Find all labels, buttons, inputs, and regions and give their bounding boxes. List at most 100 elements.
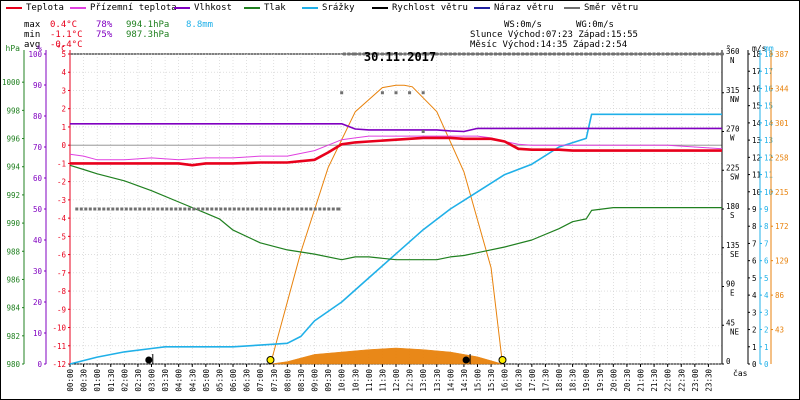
legend-item-humidity: Vlhkost: [174, 2, 232, 14]
wind-direction-point: [342, 52, 346, 56]
x-tick-label: 02:30: [134, 369, 143, 392]
rain_mm-tick-label: 7: [764, 239, 769, 248]
solar-tick-label: 129: [775, 257, 789, 266]
wind_dir_deg-tick-label: 180: [726, 202, 740, 211]
x-tick-label: 03:30: [161, 369, 170, 392]
x-tick-label: 12:00: [392, 369, 401, 392]
pressure_hpa-tick-label: 988: [6, 247, 20, 256]
legend-item-rain: Srážky: [302, 2, 355, 14]
wind_speed_ms-tick-label: 17: [752, 67, 761, 76]
humidity_pct-tick-label: 40: [33, 236, 43, 245]
x-tick-label: 21:30: [650, 369, 659, 392]
wind-direction-point: [389, 52, 393, 56]
pressure_hpa-tick-label: 998: [6, 106, 20, 115]
wind-direction-point: [566, 52, 570, 56]
wind-direction-point: [516, 52, 520, 56]
wind-direction-point: [530, 52, 534, 56]
wind-direction-point: [385, 52, 389, 56]
moon-marker: [145, 356, 153, 364]
temperature_c-tick-label: -10: [52, 324, 66, 333]
wind-direction-point: [340, 91, 344, 95]
wind-direction-point: [255, 207, 259, 211]
wind-direction-point: [598, 52, 602, 56]
pressure_hpa-tick-label: 990: [6, 219, 20, 228]
wind-direction-point: [205, 207, 209, 211]
wind-direction-point: [196, 207, 200, 211]
solar-tick-label: 387: [775, 50, 789, 59]
wind-direction-point: [115, 207, 119, 211]
solar-tick-label: 258: [775, 153, 789, 162]
wind-direction-point: [75, 207, 79, 211]
legend-label: Tlak: [264, 3, 286, 13]
humidity_pct-tick-label: 100: [28, 50, 42, 59]
temperature_c-tick-label: 1: [61, 123, 66, 132]
stats-max: max 0.4°C 78% 994.1hPa 8.8mm: [24, 20, 213, 30]
wind-direction-point: [210, 207, 214, 211]
wind-direction-point: [331, 207, 335, 211]
x-tick-label: 06:30: [243, 369, 252, 392]
wind-direction-point: [435, 52, 439, 56]
x-tick-label: 12:30: [406, 369, 415, 392]
rain_mm-tick-label: 11: [764, 171, 773, 180]
wind-direction-point: [661, 52, 665, 56]
x-tick-label: 04:00: [175, 369, 184, 392]
wind-direction-point: [174, 207, 178, 211]
wind-direction-point: [444, 52, 448, 56]
wind-direction-point: [688, 52, 692, 56]
wind-direction-point: [403, 52, 407, 56]
x-tick-label: 11:30: [378, 369, 387, 392]
temperature_c-tick-label: 3: [61, 86, 66, 95]
x-tick-label: 10:00: [338, 369, 347, 392]
wind-speed-readout: WS:0m/s: [504, 20, 542, 30]
wind-direction-point: [232, 207, 236, 211]
x-tick-label: 08:30: [297, 369, 306, 392]
wind-direction-point: [652, 52, 656, 56]
rain_mm-tick-label: 8: [764, 222, 769, 231]
wind-direction-point: [246, 207, 250, 211]
wind-direction-point: [457, 52, 461, 56]
wind-direction-point: [380, 91, 384, 95]
rain_mm-tick-label: 1: [764, 343, 769, 352]
wind-direction-point: [593, 52, 597, 56]
wind_dir_deg-tick-label: 0: [726, 357, 731, 366]
series-line-p-zemn-teplota: [69, 135, 723, 161]
x-tick-label: 16:30: [514, 369, 523, 392]
series-line-sr-ky: [69, 113, 722, 365]
wind-direction-point: [494, 52, 497, 56]
wind-direction-point: [376, 52, 380, 56]
wind-direction-point: [706, 52, 710, 56]
x-tick-label: 17:00: [528, 369, 537, 392]
wind-direction-point: [462, 52, 466, 56]
legend-swatch: [564, 6, 580, 9]
wind-direction-point: [584, 52, 588, 56]
solar-tick-label: 301: [775, 119, 789, 128]
wind-direction-point: [133, 207, 137, 211]
legend-label: Rychlost větru: [392, 3, 468, 13]
x-tick-label: 17:30: [541, 369, 550, 392]
wind-direction-point: [120, 207, 124, 211]
legend-label: Přízemní teplota: [90, 3, 177, 13]
wind-direction-point: [507, 52, 511, 56]
wind_speed_ms-tick-label: 11: [752, 171, 761, 180]
wind-direction-point: [684, 52, 688, 56]
wind-direction-point: [476, 52, 479, 56]
rain_mm-tick-label: 12: [764, 153, 773, 162]
wind_speed_ms-tick-label: 2: [752, 326, 757, 335]
wind-direction-point: [192, 207, 196, 211]
wind-direction-point: [300, 207, 304, 211]
wind-direction-point: [183, 207, 187, 211]
rain_mm-tick-label: 5: [764, 274, 769, 283]
wind-direction-point: [156, 207, 160, 211]
stat-temp: -1.1°C: [50, 30, 83, 40]
rain_mm-tick-label: 13: [764, 136, 773, 145]
x-tick-label: 07:00: [256, 369, 265, 392]
wind-direction-point: [512, 52, 516, 56]
wind-direction-point: [485, 52, 488, 56]
temperature_c-tick-label: 4: [61, 68, 66, 77]
wind-direction-point: [394, 52, 398, 56]
stat-pressure: 994.1hPa: [126, 20, 170, 30]
rain_mm-tick-label: 2: [764, 326, 769, 335]
wind-direction-point: [602, 52, 606, 56]
rain_mm-tick-label: 6: [764, 257, 769, 266]
wind_dir_deg-tick-label: 135: [726, 241, 740, 250]
